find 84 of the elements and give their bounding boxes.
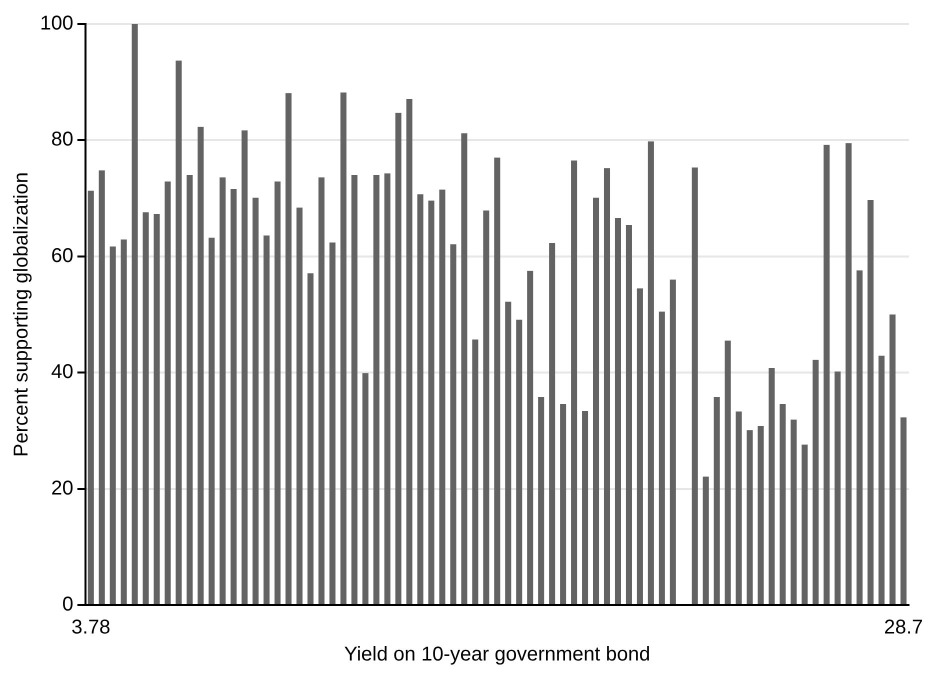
bar: [428, 200, 434, 604]
bar: [154, 214, 160, 604]
bar: [692, 168, 698, 604]
bar: [834, 371, 841, 604]
bar: [494, 158, 500, 604]
bar: [406, 98, 412, 604]
bar: [220, 177, 226, 604]
bar: [516, 320, 522, 604]
bar: [571, 160, 578, 604]
bar: [417, 194, 424, 604]
y-tick-label: 0: [62, 594, 74, 616]
bar: [230, 189, 237, 604]
bar: [340, 92, 346, 604]
bar: [636, 288, 643, 604]
x-tick-label: 28.7: [884, 616, 923, 639]
bar: [208, 238, 215, 604]
bar: [658, 312, 665, 604]
bar: [98, 170, 105, 604]
bar: [626, 225, 632, 604]
bar: [472, 339, 478, 604]
bar: [593, 198, 600, 604]
bar: [890, 314, 896, 604]
bar: [461, 133, 468, 604]
bar: [318, 177, 324, 604]
bar: [824, 144, 830, 604]
bar: [538, 397, 544, 604]
bar: [176, 60, 182, 604]
bar: [780, 404, 786, 604]
bar: [802, 444, 808, 604]
bar: [88, 190, 94, 604]
bar: [758, 426, 764, 604]
bar: [252, 198, 259, 604]
bar: [527, 270, 534, 604]
bar: [714, 397, 720, 604]
bar: [384, 173, 390, 604]
bar: [724, 340, 731, 604]
bar: [768, 368, 775, 604]
bar: [746, 430, 753, 604]
y-tick-label: 100: [40, 12, 74, 35]
bar: [286, 93, 292, 604]
bar: [483, 210, 490, 604]
y-tick-label: 80: [51, 128, 74, 151]
bar: [790, 420, 797, 604]
bar: [296, 208, 303, 604]
bar: [373, 175, 380, 604]
bar: [560, 404, 566, 604]
bar: [132, 24, 138, 604]
bar: [670, 280, 676, 604]
bar: [450, 244, 456, 604]
bar: [362, 373, 368, 604]
y-tick-label: 60: [51, 244, 74, 267]
bar: [582, 410, 588, 604]
bar: [604, 168, 610, 604]
bar: [900, 417, 907, 604]
bar: [439, 190, 446, 604]
bar: [186, 175, 193, 604]
bar: [846, 143, 852, 604]
bar: [274, 181, 281, 604]
bar: [878, 356, 885, 604]
bar: [549, 243, 556, 604]
bar: [856, 270, 863, 604]
bar: [648, 141, 654, 604]
bar: [242, 130, 248, 604]
x-axis-title: Yield on 10-year government bond: [344, 644, 650, 666]
bar: [812, 360, 819, 604]
bar: [198, 126, 204, 604]
bar: [110, 246, 116, 604]
bar: [868, 200, 874, 604]
bar: [505, 302, 512, 604]
bar: [395, 112, 402, 604]
bar: [614, 218, 622, 604]
bar: [736, 412, 742, 604]
y-tick-label: 40: [51, 361, 74, 384]
bar: [120, 240, 127, 604]
y-tick-label: 20: [51, 477, 74, 500]
bar: [329, 242, 336, 604]
y-axis-title: Percent supporting globalization: [10, 172, 33, 457]
x-tick-label: 3.78: [71, 616, 110, 639]
bar: [307, 273, 314, 604]
bar: [264, 235, 270, 604]
bar: [351, 175, 358, 604]
bar: [142, 212, 149, 604]
bar: [702, 476, 709, 604]
bar: [164, 181, 171, 604]
